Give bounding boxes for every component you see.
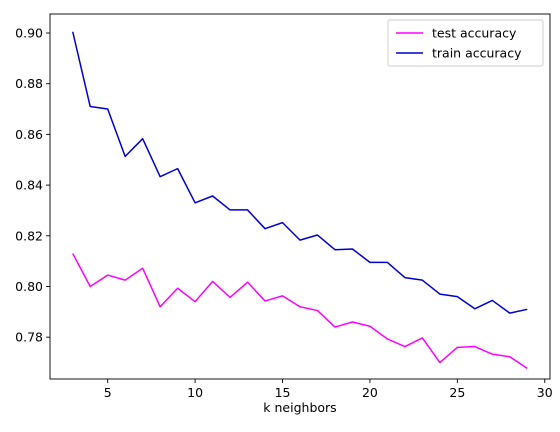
plot-area <box>50 14 550 379</box>
y-tick-label: 0.78 <box>15 330 43 345</box>
x-tick-label: 25 <box>449 385 465 400</box>
x-axis-label: k neighbors <box>263 400 336 415</box>
y-tick-label: 0.80 <box>15 279 43 294</box>
x-tick-label: 30 <box>537 385 553 400</box>
y-tick-label: 0.82 <box>15 228 43 243</box>
legend-entry-label: test accuracy <box>432 26 517 41</box>
series-line-train-accuracy <box>73 32 528 313</box>
series-lines <box>73 32 528 369</box>
y-tick-label: 0.88 <box>15 76 43 91</box>
y-tick-label: 0.86 <box>15 127 43 142</box>
series-line-test-accuracy <box>73 254 528 369</box>
x-tick-label: 15 <box>275 385 291 400</box>
x-tick-label: 10 <box>187 385 203 400</box>
y-tick-label: 0.84 <box>15 178 43 193</box>
x-tick-label: 20 <box>362 385 378 400</box>
y-axis: 0.78 0.80 0.82 0.84 0.86 0.88 0.90 <box>15 26 50 345</box>
x-axis: 5 10 15 20 25 30 <box>104 379 553 400</box>
y-tick-label: 0.90 <box>15 26 43 41</box>
legend: test accuracy train accuracy <box>388 20 543 66</box>
x-tick-label: 5 <box>104 385 112 400</box>
legend-entry-label: train accuracy <box>432 46 522 61</box>
